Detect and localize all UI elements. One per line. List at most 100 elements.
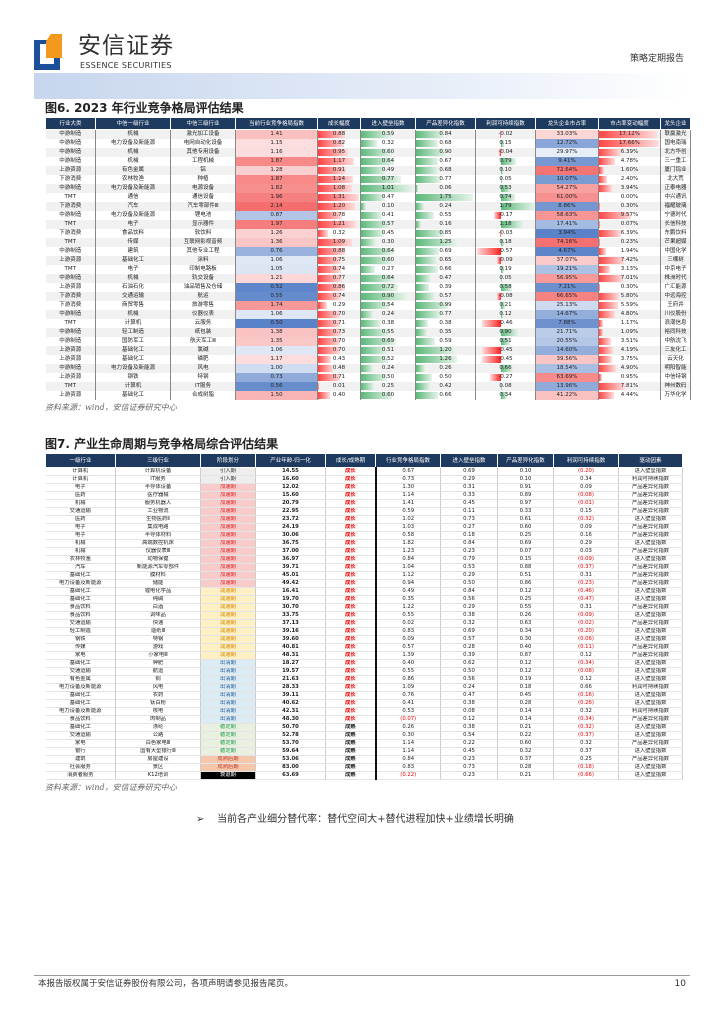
table-cell: 公路 xyxy=(115,731,201,740)
cell-value: 0.49 xyxy=(402,588,415,594)
table-cell: 21.71% xyxy=(535,328,599,337)
cell-value: 7.88% xyxy=(558,320,576,326)
table-cell: 计算机 xyxy=(45,475,116,484)
table-cell: 0.11 xyxy=(440,507,498,516)
cell-value: -0.09 xyxy=(498,257,513,263)
cell-value: 17.66% xyxy=(619,140,640,146)
cell-value: 电子 xyxy=(127,266,139,272)
table-cell: 交通运输 xyxy=(95,292,171,301)
cell-value: 0.74 xyxy=(499,194,512,200)
cell-value: 成长 xyxy=(344,700,356,706)
table-cell: 0.12 xyxy=(497,587,554,596)
cell-value: 进入壁垒指数 xyxy=(634,668,667,674)
table-cell: 0.30 xyxy=(497,635,554,644)
table-cell: 国电南瑞 xyxy=(660,139,691,148)
table-cell: 有色金属 xyxy=(95,166,171,175)
table-row: 基础化工 农药 出清期 39.11 成长 0.76 0.47 0.45 (0.16) 进入壁垒指数 xyxy=(45,691,683,700)
table-cell: 芒果超媒 xyxy=(660,238,691,247)
table-row: TMT 计算机 云服务 0.50 0.71 0.38 0.38 -0.46 7.88% 1.17%… xyxy=(45,319,691,328)
table-cell: 加速期 xyxy=(200,507,256,516)
data-bar xyxy=(599,356,612,363)
table-cell: 成长 xyxy=(325,483,377,492)
table-cell: 0.38 xyxy=(360,319,416,328)
table-cell: (0.09) xyxy=(553,611,619,620)
data-bar xyxy=(416,185,418,192)
cell-value: (0.07) xyxy=(400,716,417,722)
table-cell: 0.77 xyxy=(415,175,476,184)
table-cell: 云服务 xyxy=(170,319,236,328)
table-cell: 基础化工 xyxy=(45,571,116,580)
cell-value: 1.20 xyxy=(439,347,452,353)
table-cell: 0.28 xyxy=(497,699,554,708)
data-bar xyxy=(500,176,502,183)
table-cell: 0.18 xyxy=(475,238,536,247)
data-bar xyxy=(416,149,446,156)
cell-value: 0.99 xyxy=(439,302,452,308)
table-cell: 18.27 xyxy=(255,659,326,668)
table-row: TMT 计算机 IT服务 0.56 0.01 0.25 0.42 0.08 13.96% 7.81… xyxy=(45,382,691,391)
cell-value: 1.26 xyxy=(439,356,452,362)
cell-value: 0.84 xyxy=(463,540,475,546)
table-cell: 0.19 xyxy=(497,675,554,684)
table-row: 钢铁 特钢 减速期 39.60 成长 0.09 0.57 0.30 (0.06) 进入壁垒指数 xyxy=(45,635,683,644)
data-bar xyxy=(416,230,444,237)
cell-value: 0.50 xyxy=(463,580,475,586)
table-cell: 0.02 xyxy=(375,619,441,628)
table-cell: TMT xyxy=(45,265,96,274)
cell-value: 0.69 xyxy=(439,248,452,254)
cell-value: 芒果超媒 xyxy=(664,239,687,245)
table-cell: 1.16 xyxy=(235,148,318,157)
data-bar xyxy=(318,338,340,345)
cell-value: 广汇能源 xyxy=(664,284,687,290)
cell-value: 0.79 xyxy=(463,556,475,562)
cell-value: 0.57 xyxy=(439,293,452,299)
cell-value: 18.54% xyxy=(556,365,578,371)
table-cell: 63.69 xyxy=(255,771,326,780)
cell-value: 0.41 xyxy=(381,212,395,218)
cell-value: 0.10 xyxy=(519,476,532,482)
table-cell: 出清期 xyxy=(200,667,256,676)
data-bar xyxy=(500,167,503,174)
data-bar xyxy=(599,149,621,156)
cell-value: 14.55 xyxy=(282,468,299,474)
table-cell: 1.21 xyxy=(317,220,361,229)
cell-value: 0.77 xyxy=(439,176,452,182)
table-cell: 20.79 xyxy=(255,499,326,508)
table-cell: 成熟 xyxy=(325,771,377,780)
table-cell: 进入壁垒指数 xyxy=(618,595,683,604)
table-row: 上游资源 基础化工 磷肥 1.17 0.43 0.52 1.26 -0.45 39.56% 3.7… xyxy=(45,355,691,364)
table-cell: 风电 xyxy=(115,683,201,692)
table-cell: 产品差异化指数 xyxy=(618,491,683,500)
cell-value: 进入壁垒指数 xyxy=(634,724,667,730)
cell-value: 37.07% xyxy=(556,257,578,263)
table-cell: 0.29 xyxy=(440,475,498,484)
data-bar xyxy=(318,257,342,264)
table-cell: 机械 xyxy=(45,547,116,556)
table-cell: 0.68 xyxy=(415,139,476,148)
cell-value: 0.38 xyxy=(463,612,475,618)
table-cell: TMT xyxy=(45,319,96,328)
cell-value: 核电 xyxy=(152,708,164,714)
data-bar xyxy=(500,302,505,309)
cell-value: 0.70 xyxy=(332,347,346,353)
table-cell: 云天化 xyxy=(660,355,691,364)
table-cell: 0.12 xyxy=(440,715,498,724)
table-cell: 48.30 xyxy=(255,715,326,724)
table-cell: 交通运输 xyxy=(45,619,116,628)
cell-value: 0.74 xyxy=(332,266,346,272)
cell-value: 万华化学 xyxy=(664,392,687,398)
cell-value: 社会服务 xyxy=(69,764,91,770)
cell-value: 基础化工 xyxy=(69,700,91,706)
table-cell: 1.28 xyxy=(235,166,318,175)
cell-value: 1.26 xyxy=(270,230,283,236)
cell-value: 软饮料 xyxy=(194,230,212,236)
cell-value: 中游制造 xyxy=(59,185,82,191)
stage-badge: 加速期 xyxy=(220,524,236,530)
table-row: 下游消费 商贸零售 旅游零售 1.74 0.29 0.54 0.99 0.21 25.13% 5.… xyxy=(45,301,691,310)
cell-value: 成长 xyxy=(344,532,356,538)
cell-value: 0.23 xyxy=(463,548,475,554)
table-cell: 1.82 xyxy=(235,184,318,193)
table-cell: 减速期 xyxy=(200,619,256,628)
cell-value: -0.03 xyxy=(498,230,513,236)
cell-value: 1.87 xyxy=(270,176,283,182)
